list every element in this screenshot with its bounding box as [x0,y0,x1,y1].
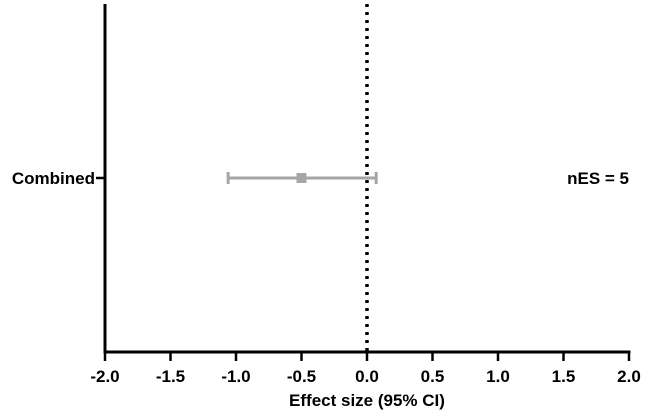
x-tick-label: 0.0 [355,367,379,386]
x-tick-label: 0.5 [421,367,445,386]
x-tick-label: -1.0 [221,367,250,386]
x-tick-label: -0.5 [287,367,316,386]
x-tick-label: 1.5 [552,367,576,386]
x-tick-label: -2.0 [90,367,119,386]
x-axis-title: Effect size (95% CI) [289,391,445,410]
forest-rows: Combined nES = 5 [12,169,629,188]
x-tick-label: -1.5 [156,367,185,386]
row-annotation: nES = 5 [567,169,629,188]
x-tick-label: 2.0 [617,367,641,386]
x-ticks: -2.0 -1.5 -1.0 -0.5 0.0 0.5 1.0 1.5 2.0 [90,352,641,386]
x-tick-label: 1.0 [486,367,510,386]
point-estimate [296,173,307,183]
row-label: Combined [12,169,95,188]
